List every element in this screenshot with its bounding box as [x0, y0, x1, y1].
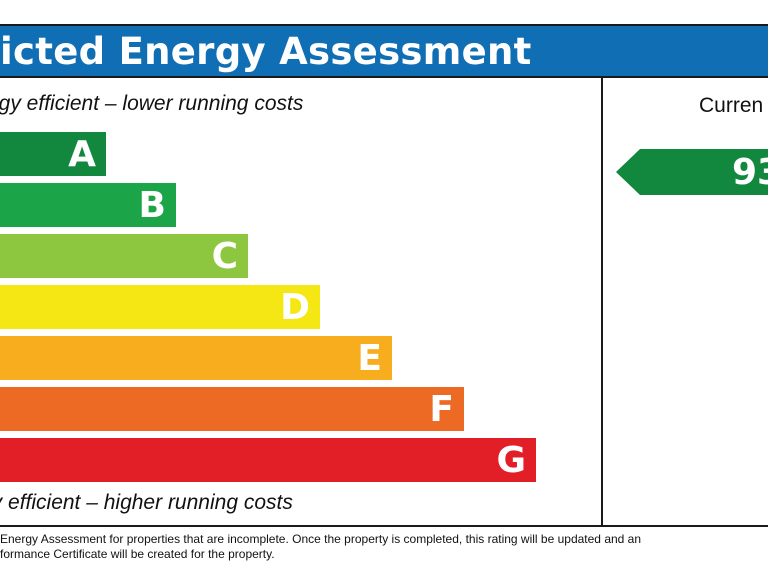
band-e: E: [0, 336, 392, 380]
band-letter: C: [211, 236, 238, 277]
bottom-caption: gy efficient – higher running costs: [0, 491, 293, 514]
current-rating-arrow: [616, 149, 768, 195]
band-letter: D: [280, 287, 310, 328]
footnote-line-1: Energy Assessment for properties that ar…: [0, 532, 642, 546]
page-title: icted Energy Assessment: [0, 30, 532, 73]
band-b: B: [0, 183, 176, 227]
footnote-line-2: formance Certificate will be created for…: [0, 547, 275, 561]
band-g: G: [0, 438, 536, 482]
band-f: F: [0, 387, 464, 431]
band-letter: B: [138, 185, 166, 226]
top-caption: ergy efficient – lower running costs: [0, 92, 304, 115]
column-divider: [601, 78, 603, 527]
band-a: A: [0, 132, 106, 176]
chart-panel: [0, 78, 768, 527]
band-letter: F: [429, 389, 454, 430]
current-rating-value: 93: [732, 152, 768, 193]
band-letter: A: [68, 134, 96, 175]
band-d: D: [0, 285, 320, 329]
band-letter: G: [496, 440, 526, 481]
arrow-shape: [616, 149, 768, 195]
current-column-label: Curren: [699, 94, 764, 117]
header-bar: icted Energy Assessment: [0, 24, 768, 78]
band-c: C: [0, 234, 248, 278]
band-letter: E: [357, 338, 382, 379]
footnote: Energy Assessment for properties that ar…: [0, 532, 641, 562]
